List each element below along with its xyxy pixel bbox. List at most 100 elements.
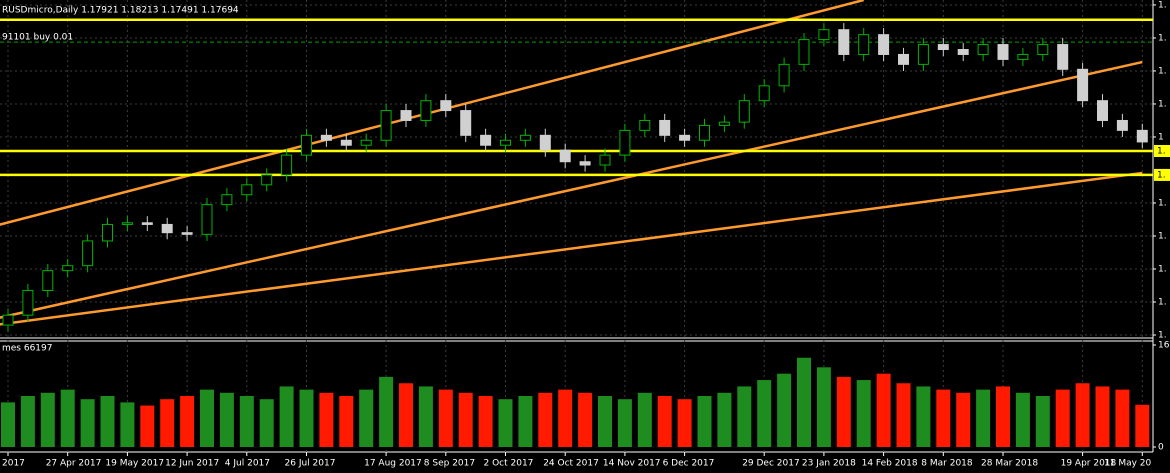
volume-bar <box>1075 383 1090 447</box>
y-tick-label: 1. <box>1158 297 1167 307</box>
candle-body <box>1097 100 1108 121</box>
candle-body <box>579 161 591 166</box>
candle-body <box>878 34 890 55</box>
volume-bar <box>558 389 573 447</box>
candle-body <box>758 85 770 102</box>
volume-bar <box>797 357 811 447</box>
volume-bar <box>518 396 533 447</box>
candle-body <box>241 184 253 196</box>
candle-body <box>1116 119 1128 131</box>
volume-bar <box>717 392 732 447</box>
volume-bar <box>757 380 772 447</box>
candle-body <box>619 129 631 156</box>
candle-body <box>102 223 113 242</box>
volume-bar <box>279 386 294 447</box>
volume-bar <box>180 396 195 447</box>
volume-label: mes 66197 <box>2 344 52 354</box>
volume-bar <box>976 389 991 447</box>
candle-body <box>937 44 949 51</box>
volume-bar <box>876 373 891 447</box>
candle-body <box>977 44 989 55</box>
volume-bar <box>239 396 254 447</box>
candle-body <box>858 34 870 55</box>
volume-bar <box>836 376 851 447</box>
volume-bar <box>657 396 672 447</box>
candle-body <box>62 265 74 272</box>
candle-body <box>161 223 173 234</box>
price-label-box <box>1154 144 1170 157</box>
candle-body <box>201 204 213 235</box>
volume-bar <box>219 392 234 447</box>
x-tick-label: 28 Mar 2018 <box>981 459 1038 469</box>
y-tick-label: 1. <box>1158 331 1167 341</box>
y-tick-label: 1. <box>1158 0 1167 10</box>
x-tick-label: 19 May 2017 <box>105 459 164 469</box>
candle-body <box>838 29 850 55</box>
y-tick-label: 1. <box>1158 99 1167 109</box>
x-tick-label: 8 Mar 2018 <box>921 459 973 469</box>
volume-bar <box>20 396 35 447</box>
x-tick-label: 29 Dec 2017 <box>742 459 800 469</box>
volume-bar <box>498 399 513 447</box>
candle-body <box>400 110 412 121</box>
volume-bar <box>60 389 75 447</box>
x-tick-label: 17 Aug 2017 <box>364 459 422 469</box>
x-tick-label: 14 Feb 2018 <box>862 459 918 469</box>
volume-bar <box>777 373 792 447</box>
candle-body <box>261 174 273 186</box>
x-tick-label: 19 Apr 2018 <box>1061 459 1117 469</box>
candle-body <box>141 222 153 225</box>
candle-body <box>559 149 571 163</box>
y-tick-label: 16 <box>1158 341 1170 351</box>
volume-bar <box>1055 389 1070 447</box>
trend-line <box>0 171 1143 326</box>
price-label: 1. <box>1157 146 1166 156</box>
volume-bar <box>140 405 155 447</box>
volume-bar <box>40 392 55 447</box>
volume-bar <box>399 383 413 447</box>
volume-bar <box>120 402 135 447</box>
volume-bar <box>259 399 274 447</box>
candle-body <box>340 139 352 146</box>
candle-body <box>1077 68 1089 102</box>
volume-bar <box>458 392 473 447</box>
candle-body <box>420 100 432 121</box>
volume-bar <box>299 389 314 447</box>
candle-body <box>380 110 392 141</box>
volume-bar <box>200 389 214 447</box>
x-tick-label: 2 Oct 2017 <box>484 459 534 469</box>
candle-body <box>699 124 710 141</box>
trend-line <box>0 60 1143 319</box>
volume-bar <box>936 389 951 447</box>
candle-body <box>82 240 94 267</box>
candle-body <box>121 222 133 225</box>
candle-body <box>738 100 750 123</box>
candle-body <box>539 134 551 151</box>
x-tick-label: 11 May 20 <box>1104 459 1152 469</box>
candle-body <box>639 119 651 131</box>
candle-body <box>221 194 233 206</box>
candle-body <box>917 44 929 65</box>
candle-body <box>1136 129 1148 143</box>
candle-body <box>898 53 909 65</box>
y-tick-label: 1. <box>1158 198 1167 208</box>
volume-bar <box>916 386 931 447</box>
volume-bar <box>1035 396 1050 447</box>
price-label: 1. <box>1157 170 1166 180</box>
candle-body <box>181 232 193 235</box>
candle-body <box>500 139 511 146</box>
candle-body <box>659 119 671 136</box>
candle-body <box>798 39 810 65</box>
volume-bar <box>160 399 175 447</box>
volume-bar <box>1115 389 1130 447</box>
x-tick-label: 14 Nov 2017 <box>603 459 661 469</box>
volume-bar <box>896 383 911 447</box>
x-tick-label: 8 Sep 2017 <box>424 459 475 469</box>
candle-body <box>599 154 611 166</box>
x-tick-label: 24 Oct 2017 <box>543 459 599 469</box>
volume-bar <box>418 386 433 447</box>
x-tick-label: 27 Apr 2017 <box>46 459 102 469</box>
candle-body <box>22 289 34 316</box>
candle-body <box>42 270 54 291</box>
